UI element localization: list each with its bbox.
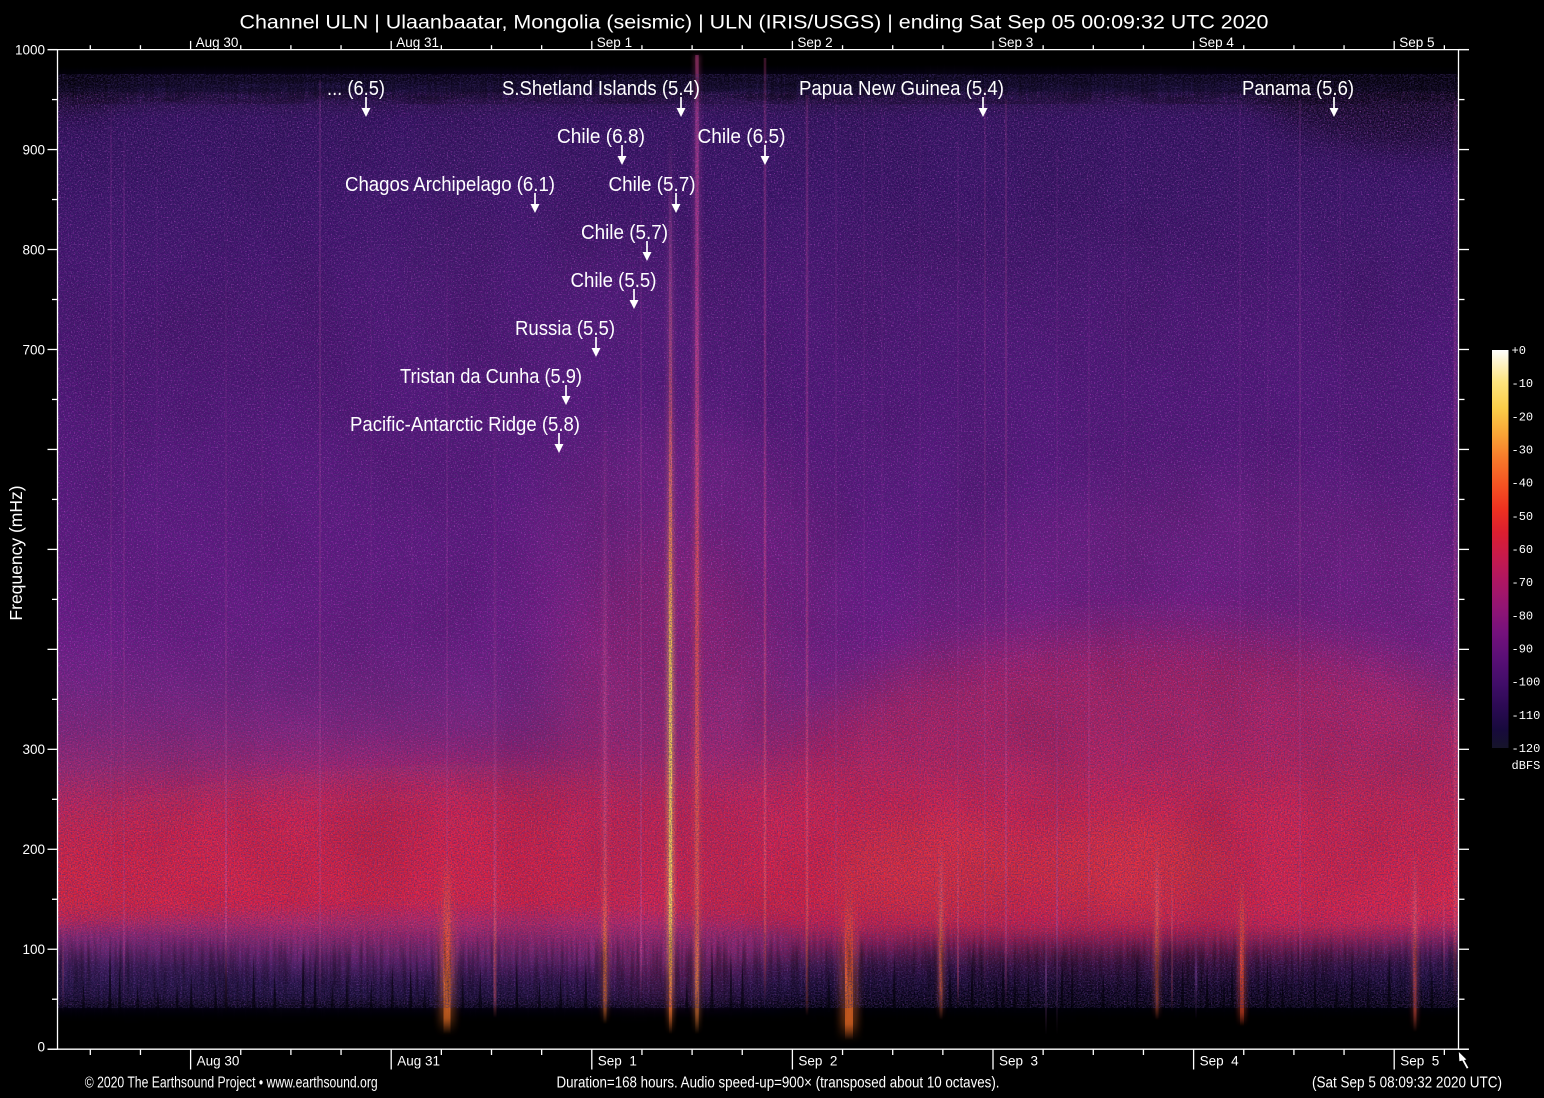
svg-text:-80: -80 xyxy=(1512,609,1534,623)
svg-text:Sep 5: Sep 5 xyxy=(1399,35,1434,50)
svg-text:Sep 1: Sep 1 xyxy=(598,1054,637,1069)
svg-text:Chile (5.7): Chile (5.7) xyxy=(581,222,668,244)
svg-text:Aug 30: Aug 30 xyxy=(196,35,239,50)
svg-text:Sep 5: Sep 5 xyxy=(1400,1054,1439,1069)
svg-text:Sep 2: Sep 2 xyxy=(797,35,832,50)
svg-text:Russia (5.5): Russia (5.5) xyxy=(515,318,615,340)
svg-text:Chile (6.8): Chile (6.8) xyxy=(557,126,645,148)
svg-text:-90: -90 xyxy=(1512,643,1534,657)
svg-text:Sep 2: Sep 2 xyxy=(798,1054,837,1069)
svg-text:Aug 31: Aug 31 xyxy=(397,1054,440,1069)
svg-text:Sep 1: Sep 1 xyxy=(597,35,632,50)
svg-text:Chile (5.7): Chile (5.7) xyxy=(609,174,696,196)
svg-text:Sep 4: Sep 4 xyxy=(1200,1054,1240,1069)
svg-text:Duration=168 hours. Audio spee: Duration=168 hours. Audio speed-up=900× … xyxy=(557,1075,1000,1092)
svg-text:dBFS: dBFS xyxy=(1512,759,1541,773)
svg-text:-110: -110 xyxy=(1512,709,1541,723)
svg-text:Aug 31: Aug 31 xyxy=(396,35,439,50)
svg-text:Chile (6.5): Chile (6.5) xyxy=(698,126,786,148)
svg-text:-10: -10 xyxy=(1512,377,1534,391)
svg-text:Chagos Archipelago (6.1): Chagos Archipelago (6.1) xyxy=(345,174,555,196)
svg-text:Chile (5.5): Chile (5.5) xyxy=(571,270,657,292)
svg-text:Panama (5.6): Panama (5.6) xyxy=(1242,78,1354,100)
svg-text:-60: -60 xyxy=(1512,543,1534,557)
svg-text:0: 0 xyxy=(37,1040,45,1055)
svg-text:1000: 1000 xyxy=(15,42,45,57)
svg-text:300: 300 xyxy=(22,742,45,757)
svg-text:Sep 3: Sep 3 xyxy=(999,1054,1038,1069)
svg-text:900: 900 xyxy=(22,142,45,157)
svg-text:Frequency (mHz): Frequency (mHz) xyxy=(6,485,26,620)
svg-text:100: 100 xyxy=(22,942,45,957)
svg-text:700: 700 xyxy=(22,342,45,357)
svg-text:800: 800 xyxy=(22,242,45,257)
svg-text:Sep 4: Sep 4 xyxy=(1199,35,1235,50)
svg-text:Sep 3: Sep 3 xyxy=(998,35,1033,50)
svg-text:Tristan da Cunha (5.9): Tristan da Cunha (5.9) xyxy=(400,366,582,388)
svg-text:-70: -70 xyxy=(1512,576,1534,590)
svg-text:(Sat Sep 5 08:09:32 2020 UTC): (Sat Sep 5 08:09:32 2020 UTC) xyxy=(1312,1075,1502,1092)
svg-text:+0: +0 xyxy=(1512,344,1526,358)
svg-text:Pacific-Antarctic Ridge (5.8): Pacific-Antarctic Ridge (5.8) xyxy=(350,414,580,436)
svg-text:-40: -40 xyxy=(1512,477,1534,491)
svg-text:-100: -100 xyxy=(1512,676,1541,690)
svg-text:200: 200 xyxy=(22,842,45,857)
svg-text:... (6.5): ... (6.5) xyxy=(327,78,385,100)
svg-text:-30: -30 xyxy=(1512,444,1534,458)
svg-text:Aug 30: Aug 30 xyxy=(197,1054,240,1069)
svg-text:-120: -120 xyxy=(1512,742,1541,756)
svg-text:© 2020 The Earthsound Project: © 2020 The Earthsound Project • www.eart… xyxy=(85,1075,378,1092)
svg-text:S.Shetland Islands (5.4): S.Shetland Islands (5.4) xyxy=(502,78,700,100)
svg-text:Channel ULN | Ulaanbaatar, Mon: Channel ULN | Ulaanbaatar, Mongolia (sei… xyxy=(240,13,1269,34)
svg-text:-20: -20 xyxy=(1512,410,1534,424)
svg-text:Papua New Guinea (5.4): Papua New Guinea (5.4) xyxy=(799,78,1004,100)
svg-text:-50: -50 xyxy=(1512,510,1534,524)
